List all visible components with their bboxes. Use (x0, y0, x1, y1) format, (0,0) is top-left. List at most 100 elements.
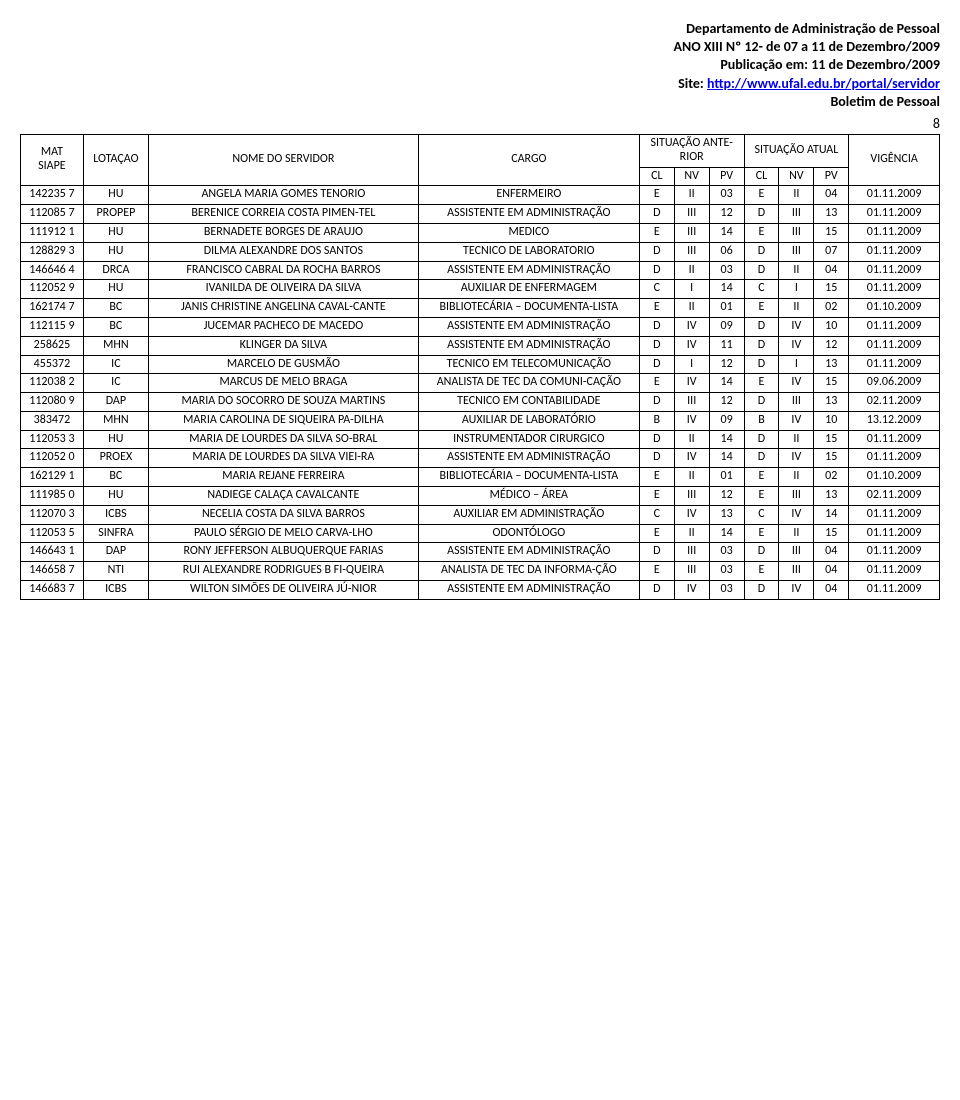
cell-nome: MARIA DE LOURDES DA SILVA VIEI-RA (148, 449, 418, 468)
cell-vigencia: 01.11.2009 (849, 317, 940, 336)
cell-ante-pv: 14 (709, 524, 744, 543)
cell-ante-nv: III (674, 223, 709, 242)
table-row: 112052 0PROEXMARIA DE LOURDES DA SILVA V… (21, 449, 940, 468)
th-cargo: CARGO (418, 134, 639, 185)
cell-atual-pv: 15 (814, 280, 849, 299)
cell-nome: NADIEGE CALAÇA CAVALCANTE (148, 487, 418, 506)
cell-mat: 112052 9 (21, 280, 84, 299)
th-situacao-atual: SITUAÇÃO ATUAL (744, 134, 849, 167)
cell-vigencia: 01.11.2009 (849, 581, 940, 600)
cell-ante-nv: III (674, 562, 709, 581)
cell-mat: 146658 7 (21, 562, 84, 581)
cell-cargo: TECNICO EM CONTABILIDADE (418, 393, 639, 412)
header-site-prefix: Site: (678, 75, 707, 92)
cell-ante-pv: 03 (709, 581, 744, 600)
cell-ante-cl: E (639, 223, 674, 242)
cell-cargo: ASSISTENTE EM ADMINISTRAÇÃO (418, 581, 639, 600)
cell-ante-cl: B (639, 411, 674, 430)
cell-vigencia: 13.12.2009 (849, 411, 940, 430)
cell-ante-nv: III (674, 393, 709, 412)
cell-mat: 128829 3 (21, 242, 84, 261)
cell-ante-cl: D (639, 543, 674, 562)
cell-mat: 258625 (21, 336, 84, 355)
cell-nome: WILTON SIMÕES DE OLIVEIRA JÚ-NIOR (148, 581, 418, 600)
cell-atual-nv: I (779, 355, 814, 374)
th-vigencia: VIGÊNCIA (849, 134, 940, 185)
cell-mat: 112085 7 (21, 205, 84, 224)
cell-atual-cl: D (744, 242, 779, 261)
cell-atual-pv: 15 (814, 374, 849, 393)
cell-lotacao: HU (83, 242, 148, 261)
th-ante-nv: NV (674, 167, 709, 186)
cell-lotacao: PROEX (83, 449, 148, 468)
cell-ante-nv: II (674, 261, 709, 280)
cell-lotacao: BC (83, 468, 148, 487)
cell-nome: JANIS CHRISTINE ANGELINA CAVAL-CANTE (148, 299, 418, 318)
cell-ante-pv: 14 (709, 430, 744, 449)
cell-ante-pv: 14 (709, 449, 744, 468)
cell-atual-nv: II (779, 430, 814, 449)
cell-ante-nv: II (674, 468, 709, 487)
cell-mat: 146646 4 (21, 261, 84, 280)
cell-cargo: AUXILIAR DE LABORATÓRIO (418, 411, 639, 430)
cell-atual-cl: D (744, 543, 779, 562)
cell-atual-cl: D (744, 261, 779, 280)
cell-atual-cl: D (744, 581, 779, 600)
cell-ante-pv: 12 (709, 393, 744, 412)
th-mat-siape: MAT SIAPE (21, 134, 84, 185)
cell-atual-cl: E (744, 299, 779, 318)
cell-atual-nv: IV (779, 411, 814, 430)
cell-lotacao: BC (83, 299, 148, 318)
cell-cargo: ASSISTENTE EM ADMINISTRAÇÃO (418, 543, 639, 562)
cell-mat: 111912 1 (21, 223, 84, 242)
cell-ante-nv: III (674, 242, 709, 261)
cell-lotacao: IC (83, 374, 148, 393)
cell-atual-cl: D (744, 336, 779, 355)
cell-ante-pv: 14 (709, 280, 744, 299)
cell-mat: 162174 7 (21, 299, 84, 318)
table-row: 455372ICMARCELO DE GUSMÃOTECNICO EM TELE… (21, 355, 940, 374)
cell-atual-cl: D (744, 205, 779, 224)
cell-mat: 112038 2 (21, 374, 84, 393)
cell-atual-pv: 15 (814, 430, 849, 449)
cell-nome: KLINGER DA SILVA (148, 336, 418, 355)
cell-atual-pv: 13 (814, 205, 849, 224)
cell-nome: BERNADETE BORGES DE ARAUJO (148, 223, 418, 242)
cell-atual-nv: I (779, 280, 814, 299)
cell-nome: NECELIA COSTA DA SILVA BARROS (148, 505, 418, 524)
cell-ante-pv: 01 (709, 468, 744, 487)
cell-mat: 112080 9 (21, 393, 84, 412)
cell-ante-cl: D (639, 430, 674, 449)
cell-nome: MARIA REJANE FERREIRA (148, 468, 418, 487)
cell-lotacao: HU (83, 280, 148, 299)
cell-atual-pv: 04 (814, 581, 849, 600)
cell-ante-cl: D (639, 317, 674, 336)
cell-atual-nv: III (779, 393, 814, 412)
cell-atual-nv: IV (779, 581, 814, 600)
cell-cargo: BIBLIOTECÁRIA – DOCUMENTA-LISTA (418, 299, 639, 318)
cell-nome: MARIA DO SOCORRO DE SOUZA MARTINS (148, 393, 418, 412)
cell-mat: 162129 1 (21, 468, 84, 487)
th-lotacao: LOTAÇAO (83, 134, 148, 185)
header-site-link[interactable]: http://www.ufal.edu.br/portal/servidor (707, 75, 940, 92)
cell-lotacao: HU (83, 430, 148, 449)
cell-ante-pv: 12 (709, 355, 744, 374)
th-ante-pv: PV (709, 167, 744, 186)
cell-ante-nv: III (674, 487, 709, 506)
cell-lotacao: DRCA (83, 261, 148, 280)
cell-ante-pv: 09 (709, 411, 744, 430)
cell-atual-pv: 13 (814, 355, 849, 374)
cell-ante-nv: I (674, 280, 709, 299)
cell-ante-nv: IV (674, 317, 709, 336)
cell-atual-nv: III (779, 543, 814, 562)
cell-ante-pv: 12 (709, 487, 744, 506)
table-row: 146643 1DAPRONY JEFFERSON ALBUQUERQUE FA… (21, 543, 940, 562)
cell-atual-cl: C (744, 280, 779, 299)
cell-lotacao: DAP (83, 393, 148, 412)
cell-ante-nv: IV (674, 581, 709, 600)
cell-cargo: MEDICO (418, 223, 639, 242)
header-line-4: Site: http://www.ufal.edu.br/portal/serv… (20, 75, 940, 93)
header-line-3: Publicação em: 11 de Dezembro/2009 (20, 56, 940, 74)
table-row: 146658 7NTIRUI ALEXANDRE RODRIGUES B FI-… (21, 562, 940, 581)
cell-atual-pv: 04 (814, 543, 849, 562)
